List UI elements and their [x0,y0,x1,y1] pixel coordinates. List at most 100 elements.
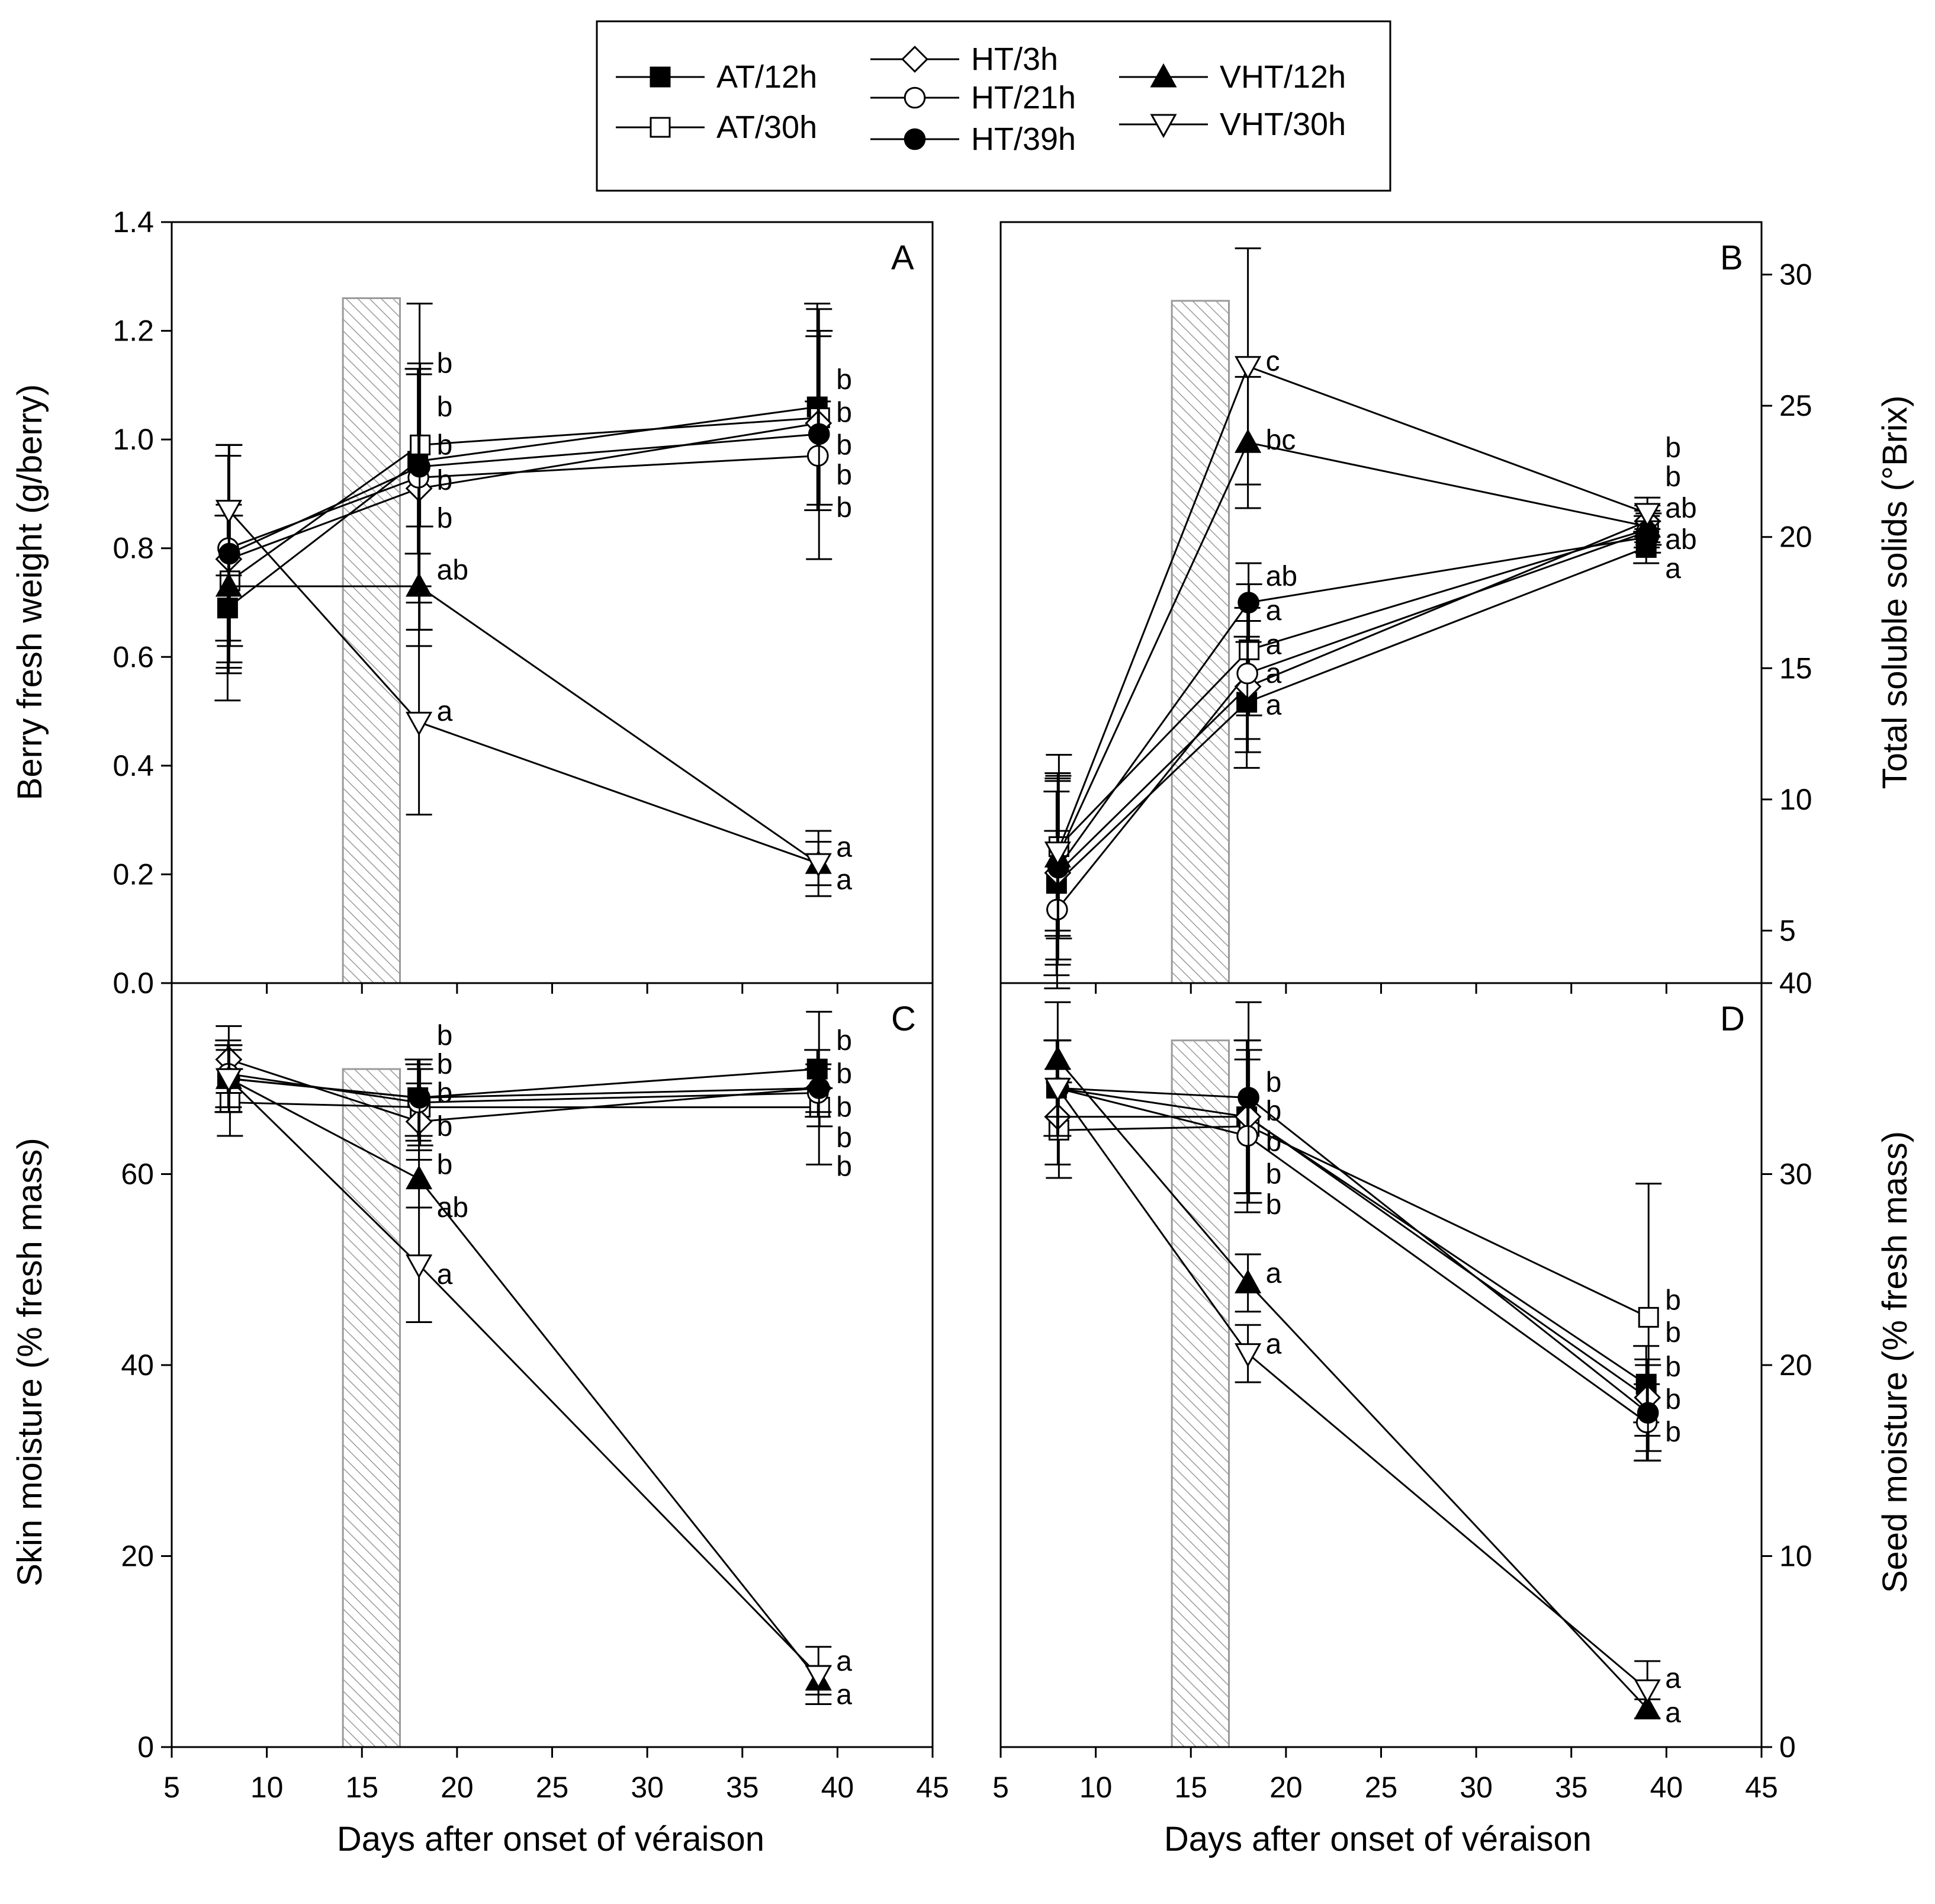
significance-label: b [836,1151,852,1183]
data-point-vht-30h [805,1665,832,1690]
series-line [1059,1125,1649,1318]
x-tick-label: 20 [441,1771,474,1804]
legend-label: HT/39h [971,121,1076,157]
series-ht-21h [1044,1039,1660,1462]
legend-item-ht-21h: HT/21h [870,80,1076,115]
legend-box [596,20,1391,192]
significance-label: a [437,1259,453,1290]
panel-letter: C [891,1000,916,1038]
data-point-vht-30h [1634,503,1661,527]
significance-label: bc [1266,425,1296,456]
significance-label: b [1266,1189,1282,1221]
data-point-vht-12h [215,572,242,597]
series-line [229,416,820,582]
y-tick-label: 60 [121,1158,154,1191]
legend-item-vht-12h: VHT/12h [1119,59,1346,95]
series-line [1056,1087,1647,1385]
significance-label: b [836,1092,852,1123]
series-line [1058,1087,1649,1414]
y-tick-label: 20 [1779,521,1812,554]
data-point-at-30h [1239,639,1260,660]
y-tick-label: 15 [1779,651,1812,685]
significance-label: c [1266,346,1280,377]
panel-letter: A [891,239,914,277]
data-point-vht-30h [215,499,242,524]
significance-label: a [836,1646,852,1677]
series-ht-39h [1045,520,1661,961]
series-at-30h [217,1068,833,1147]
series-vht-30h [1044,1039,1661,1720]
x-tick-label: 5 [992,1771,1009,1804]
significance-label: b [1266,1096,1282,1127]
y-tick-label: 20 [121,1540,154,1573]
legend-marker-ht-3h [901,46,928,73]
significance-label: b [437,1111,453,1142]
x-tick-label: 30 [1460,1771,1493,1804]
legend-marker-ht-21h [904,86,926,109]
series-vht-30h [215,1049,832,1705]
legend-marker-vht-12h [1150,63,1177,88]
series-ht-3h [215,335,832,675]
series-line [1058,1116,1648,1399]
data-point-vht-30h [1044,841,1071,866]
data-point-ht-21h [806,445,829,467]
series-vht-30h [215,444,832,897]
significance-label: b [1665,461,1681,493]
significance-label: b [1665,1351,1681,1383]
significance-label: ab [1665,524,1696,556]
x-tick-label: 45 [916,1771,949,1804]
data-point-vht-30h [215,1068,242,1093]
series-vht-12h [1044,375,1661,937]
series-line [1057,1087,1648,1691]
significance-label: b [437,1049,453,1080]
significance-label: a [836,832,852,863]
significance-label: b [836,460,852,491]
legend-marker-ht-39h [904,128,926,150]
series-vht-12h [1044,1001,1661,1720]
ylabel-panel-b: Total soluble solids (°Brix) [1876,396,1914,789]
y-tick-label: 1.0 [112,423,154,456]
data-point-vht-30h [1235,356,1262,380]
y-tick-label: 20 [1779,1348,1812,1382]
x-tick-label: 35 [726,1771,759,1804]
series-line [1057,520,1648,874]
series-line [227,1068,818,1099]
y-tick-label: 0.6 [112,640,154,673]
series-line [1057,1059,1648,1710]
significance-label: b [1665,1285,1681,1316]
significance-label: b [1665,1417,1681,1448]
x-tick-label: 40 [1650,1771,1683,1804]
data-point-vht-30h [805,853,832,878]
significance-label: a [836,865,852,896]
panel-letter: B [1720,239,1743,277]
significance-label: b [836,492,852,524]
series-ht-39h [216,303,832,663]
legend-label: AT/12h [716,59,817,95]
significance-label: b [836,1025,852,1057]
series-line [1056,365,1648,852]
series-at-30h [1046,1049,1662,1452]
plot-frame [999,221,1763,984]
y-tick-label: 1.2 [112,314,154,348]
legend-item-ht-3h: HT/3h [870,41,1058,77]
data-point-ht-39h [1238,592,1259,614]
significance-label: a [1266,629,1282,660]
series-at-12h [214,303,831,702]
series-line [1058,536,1648,868]
data-point-vht-12h [406,1165,433,1190]
x-tick-label: 15 [345,1771,378,1804]
data-point-ht-39h [409,455,430,478]
significance-label: b [437,1020,453,1052]
x-tick-label: 10 [250,1771,284,1804]
significance-label: b [1665,432,1681,464]
significance-label: ab [1665,493,1696,524]
y-tick-label: 0.2 [112,858,154,891]
significance-label: a [1266,595,1282,627]
data-point-vht-12h [406,572,433,597]
significance-label: a [1266,1329,1282,1360]
y-tick-label: 30 [1779,258,1812,291]
y-tick-label: 30 [1779,1158,1812,1191]
series-ht-21h [215,368,831,642]
significance-label: b [1266,1159,1282,1190]
